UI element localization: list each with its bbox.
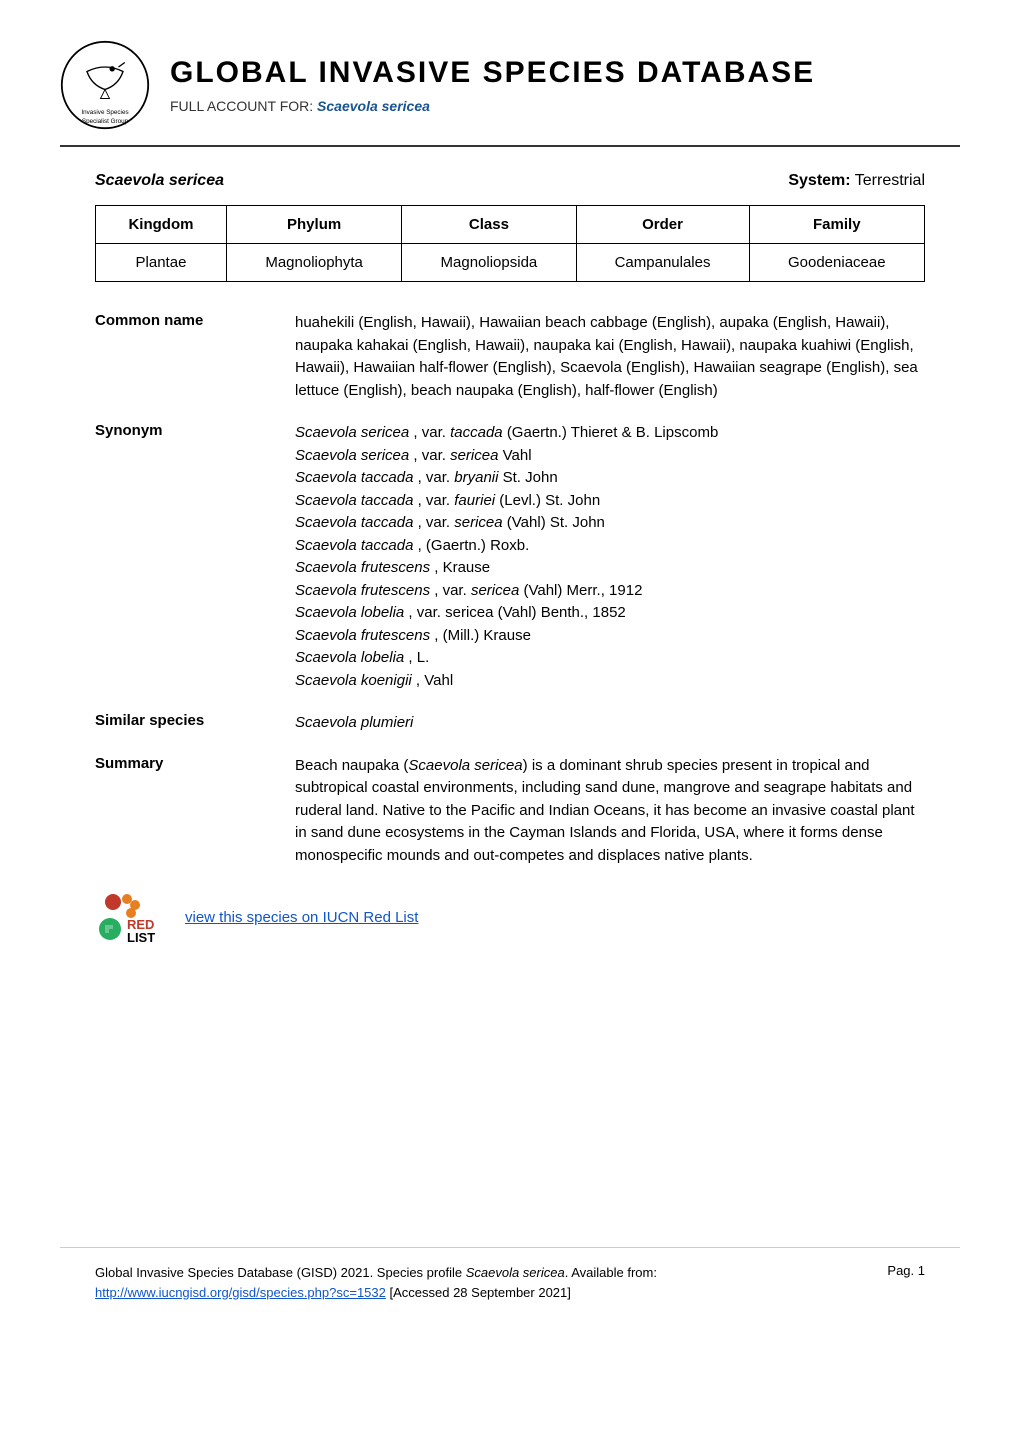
footer-url[interactable]: http://www.iucngisd.org/gisd/species.php… <box>95 1285 386 1300</box>
subtitle-prefix: FULL ACCOUNT FOR: <box>170 98 317 114</box>
footer-prefix: Global Invasive Species Database (GISD) … <box>95 1265 466 1280</box>
synonym-line: Scaevola sericea , var. taccada (Gaertn.… <box>295 422 925 445</box>
footer-citation: Global Invasive Species Database (GISD) … <box>95 1263 795 1302</box>
synonym-line: Scaevola frutescens , var. sericea (Vahl… <box>295 580 925 603</box>
synonym-line: Scaevola frutescens , Krause <box>295 557 925 580</box>
system-label: System: <box>788 172 850 189</box>
redlist-section: RED LIST view this species on IUCN Red L… <box>60 887 960 947</box>
similar-species-content: Scaevola plumieri <box>295 712 925 735</box>
redlist-logo: RED LIST <box>95 887 155 947</box>
synonym-line: Scaevola taccada , (Gaertn.) Roxb. <box>295 535 925 558</box>
synonym-line: Scaevola taccada , var. fauriei (Levl.) … <box>295 490 925 513</box>
species-system-row: Scaevola sericea System: Terrestrial <box>60 172 960 190</box>
summary-italic: Scaevola sericea <box>408 757 522 774</box>
page-number: Pag. 1 <box>887 1263 925 1302</box>
summary-content: Beach naupaka (Scaevola sericea) is a do… <box>295 755 925 868</box>
td-family: Goodeniaceae <box>749 244 924 282</box>
similar-species-section: Similar species Scaevola plumieri <box>60 712 960 735</box>
th-kingdom: Kingdom <box>96 206 227 244</box>
svg-text:LIST: LIST <box>127 930 155 945</box>
title-block: GLOBAL INVASIVE SPECIES DATABASE FULL AC… <box>170 56 960 114</box>
td-class: Magnoliopsida <box>402 244 576 282</box>
summary-label: Summary <box>95 755 295 868</box>
common-name-content: huahekili (English, Hawaii), Hawaiian be… <box>295 312 925 402</box>
footer-suffix: [Accessed 28 September 2021] <box>386 1285 571 1300</box>
synonym-line: Scaevola sericea , var. sericea Vahl <box>295 445 925 468</box>
td-kingdom: Plantae <box>96 244 227 282</box>
summary-section: Summary Beach naupaka (Scaevola sericea)… <box>60 755 960 868</box>
synonym-label: Synonym <box>95 422 295 692</box>
common-name-label: Common name <box>95 312 295 402</box>
table-row: Plantae Magnoliophyta Magnoliopsida Camp… <box>96 244 925 282</box>
page-header: Invasive Species Specialist Group GLOBAL… <box>60 40 960 147</box>
synonym-line: Scaevola taccada , var. bryanii St. John <box>295 467 925 490</box>
th-phylum: Phylum <box>226 206 401 244</box>
table-header-row: Kingdom Phylum Class Order Family <box>96 206 925 244</box>
th-family: Family <box>749 206 924 244</box>
synonym-section: Synonym Scaevola sericea , var. taccada … <box>60 422 960 692</box>
footer-species: Scaevola sericea <box>466 1265 565 1280</box>
logo-text-top: Invasive Species <box>81 109 128 116</box>
td-order: Campanulales <box>576 244 749 282</box>
td-phylum: Magnoliophyta <box>226 244 401 282</box>
synonym-line: Scaevola taccada , var. sericea (Vahl) S… <box>295 512 925 535</box>
species-name-heading: Scaevola sericea <box>95 172 224 190</box>
synonym-line: Scaevola lobelia , L. <box>295 647 925 670</box>
taxonomy-table: Kingdom Phylum Class Order Family Planta… <box>95 205 925 282</box>
system-value: Terrestrial <box>855 172 925 189</box>
footer-mid: . Available from: <box>565 1265 657 1280</box>
synonym-line: Scaevola koenigii , Vahl <box>295 670 925 693</box>
main-title: GLOBAL INVASIVE SPECIES DATABASE <box>170 56 960 90</box>
th-order: Order <box>576 206 749 244</box>
synonym-content: Scaevola sericea , var. taccada (Gaertn.… <box>295 422 925 692</box>
issg-logo: Invasive Species Specialist Group <box>60 40 150 130</box>
logo-text-bottom: Specialist Group <box>82 118 129 125</box>
subtitle-species: Scaevola sericea <box>317 98 430 114</box>
page-footer: Global Invasive Species Database (GISD) … <box>60 1247 960 1302</box>
th-class: Class <box>402 206 576 244</box>
summary-prefix: Beach naupaka ( <box>295 757 408 774</box>
subtitle: FULL ACCOUNT FOR: Scaevola sericea <box>170 98 960 114</box>
synonym-line: Scaevola lobelia , var. sericea (Vahl) B… <box>295 602 925 625</box>
synonym-line: Scaevola frutescens , (Mill.) Krause <box>295 625 925 648</box>
redlist-link[interactable]: view this species on IUCN Red List <box>185 909 418 926</box>
common-name-section: Common name huahekili (English, Hawaii),… <box>60 312 960 402</box>
similar-species-label: Similar species <box>95 712 295 735</box>
system-info: System: Terrestrial <box>788 172 925 190</box>
